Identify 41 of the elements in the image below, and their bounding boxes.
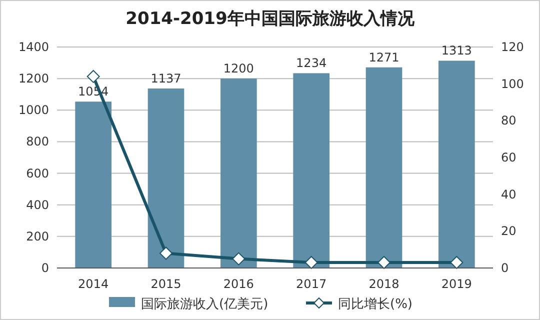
y-tick-label: 0: [41, 261, 49, 275]
y2-tick-label: 80: [501, 114, 516, 128]
point: [450, 256, 464, 269]
bar: [438, 60, 475, 268]
y2-tick-label: 20: [501, 224, 516, 238]
legend-label: 国际旅游收入(亿美元): [141, 296, 268, 312]
bar: [366, 67, 402, 268]
x-tick-label: 2017: [296, 277, 327, 291]
data-label: 1313: [441, 44, 472, 58]
x-tick-label: 2018: [368, 277, 400, 291]
bar: [148, 88, 184, 268]
legend-label: 同比增长(%): [338, 297, 412, 312]
data-label: 1271: [368, 50, 400, 64]
y-tick-label: 800: [26, 134, 49, 149]
y-tick-label: 1200: [18, 72, 49, 86]
point: [232, 252, 246, 266]
x-tick-label: 2015: [150, 277, 182, 291]
y-tick-label: 400: [26, 198, 49, 212]
data-label: 1200: [223, 62, 254, 76]
bar: [75, 102, 112, 268]
bar: [220, 78, 257, 268]
data-label: 1137: [150, 72, 182, 86]
y-tick-label: 600: [26, 166, 49, 180]
x-tick-label: 2016: [223, 277, 254, 291]
y-tick-label: 1000: [18, 103, 49, 118]
y2-tick-label: 40: [501, 187, 516, 202]
y2-tick-label: 120: [501, 40, 524, 54]
data-label: 1234: [296, 56, 327, 70]
point: [160, 246, 172, 260]
y-tick-label: 200: [26, 229, 49, 244]
x-tick-label: 2014: [78, 277, 109, 291]
point: [304, 256, 318, 269]
y2-tick-label: 60: [501, 150, 516, 164]
y2-tick-label: 100: [501, 76, 524, 91]
bar: [293, 73, 330, 268]
y2-tick-label: 0: [501, 261, 509, 275]
y-tick-label: 1400: [18, 40, 49, 54]
point: [378, 256, 390, 269]
chart-title: 2014-2019年中国国际旅游收入情况: [126, 9, 416, 29]
point: [86, 70, 100, 83]
x-tick-label: 2019: [441, 277, 472, 291]
